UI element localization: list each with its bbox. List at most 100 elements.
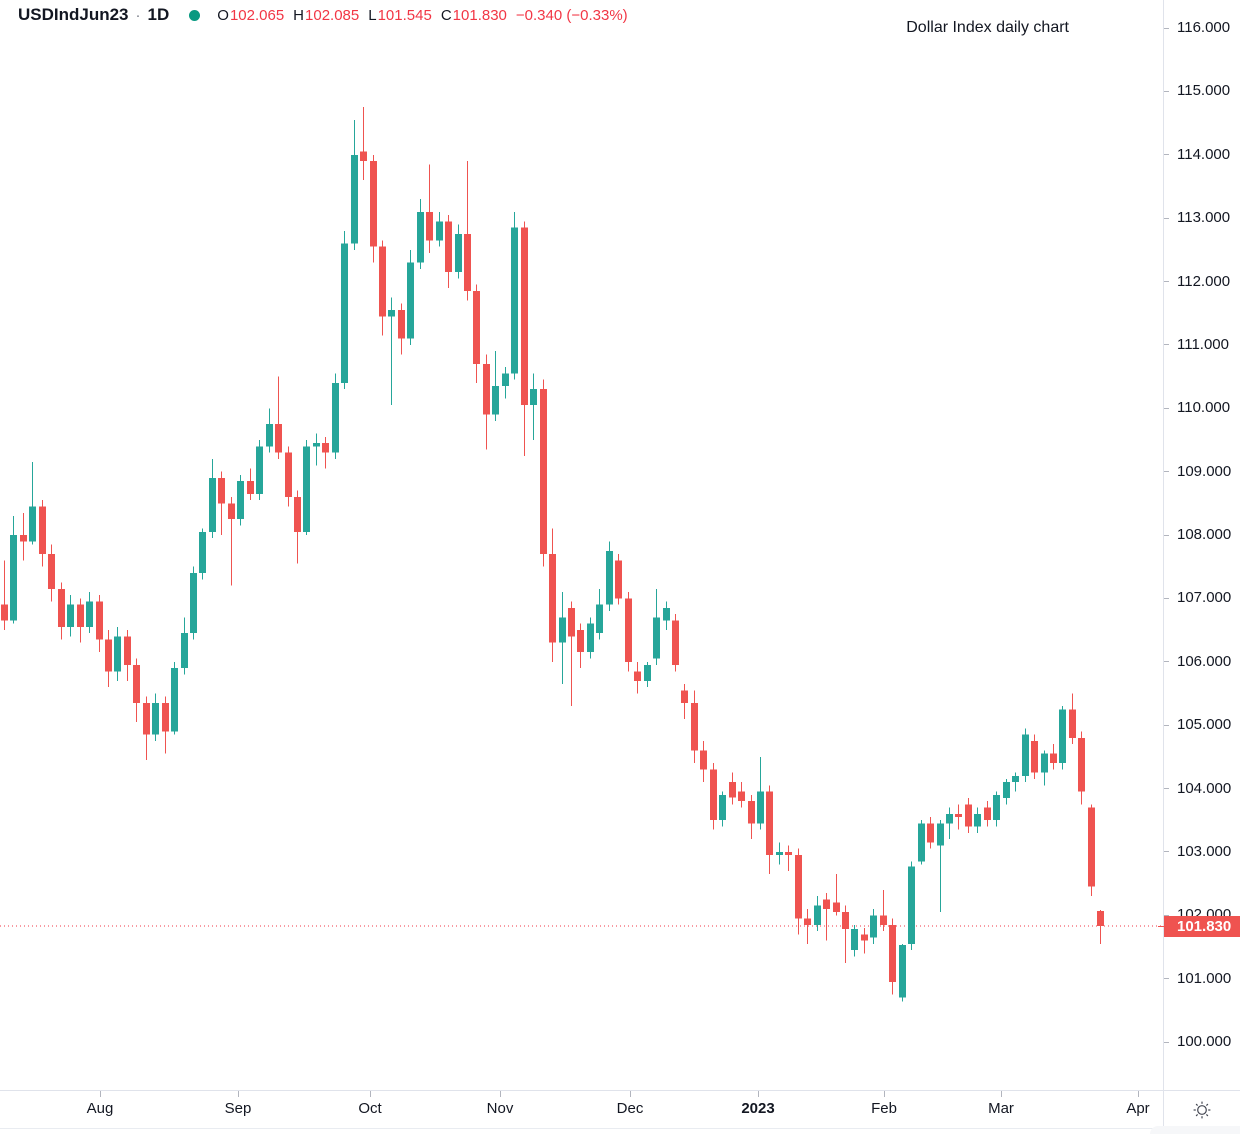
candle-body bbox=[748, 801, 755, 824]
candle-body bbox=[29, 506, 36, 542]
symbol-title[interactable]: USDIndJun23 bbox=[18, 5, 129, 24]
candle-body bbox=[313, 443, 320, 447]
candle-body bbox=[303, 446, 310, 532]
price-tick bbox=[1164, 1041, 1169, 1043]
price-tick bbox=[1164, 154, 1169, 156]
candle-body bbox=[266, 424, 273, 447]
price-axis-label: 109.000 bbox=[1177, 462, 1232, 480]
time-axis-label: 2023 bbox=[741, 1100, 775, 1117]
price-tick bbox=[1164, 914, 1169, 916]
high-value: 102.085 bbox=[305, 6, 360, 24]
candle-body bbox=[171, 668, 178, 732]
time-axis[interactable]: Aug Sep Oct Nov Dec 2023 Feb Mar Apr bbox=[0, 1090, 1163, 1134]
candle-body bbox=[10, 535, 17, 621]
price-tick bbox=[1164, 978, 1169, 980]
candle-body bbox=[67, 604, 74, 627]
candle-body bbox=[162, 702, 169, 732]
time-tick bbox=[1001, 1091, 1002, 1097]
candle-body bbox=[851, 929, 858, 951]
price-tick bbox=[1164, 90, 1169, 92]
price-axis-label: 104.000 bbox=[1177, 779, 1232, 797]
candle-body bbox=[322, 443, 329, 453]
chart-pane[interactable]: USDIndJun23 · 1D O 102.065 H 102.085 L 1… bbox=[0, 0, 1163, 1090]
candle-body bbox=[615, 560, 622, 599]
candle-body bbox=[908, 866, 915, 944]
candle-body bbox=[360, 151, 367, 162]
candlestick-chart[interactable] bbox=[0, 0, 1163, 1090]
price-axis-label: 111.000 bbox=[1177, 335, 1229, 353]
candle-body bbox=[927, 823, 934, 843]
time-axis-label: Mar bbox=[988, 1100, 1014, 1117]
candle-body bbox=[549, 554, 556, 643]
candle-body bbox=[530, 389, 537, 406]
candle-body bbox=[473, 291, 480, 364]
candle-body bbox=[445, 221, 452, 272]
candle-body bbox=[436, 221, 443, 241]
candle-body bbox=[710, 769, 717, 821]
candle-body bbox=[86, 601, 93, 627]
candle-body bbox=[388, 310, 395, 317]
candle-body bbox=[464, 233, 471, 292]
time-tick bbox=[500, 1091, 501, 1097]
time-axis-label: Oct bbox=[358, 1100, 382, 1117]
data-source-dot-icon bbox=[189, 9, 201, 21]
candle-body bbox=[407, 262, 414, 339]
candle-body bbox=[1059, 709, 1066, 764]
price-axis-label: 107.000 bbox=[1177, 589, 1232, 607]
candle-body bbox=[653, 617, 660, 659]
candle-body bbox=[1031, 740, 1038, 773]
candle-body bbox=[1041, 753, 1048, 773]
candle-body bbox=[918, 823, 925, 862]
candle-body bbox=[96, 601, 103, 640]
candle-body bbox=[124, 636, 131, 665]
candle-body bbox=[625, 598, 632, 662]
candle-body bbox=[634, 671, 641, 681]
price-axis[interactable]: 116.000 115.000 114.000 113.000 112.000 111.0… bbox=[1158, 0, 1240, 1090]
candle-body bbox=[540, 389, 547, 555]
candle-body bbox=[719, 794, 726, 821]
time-axis-label: Dec bbox=[616, 1100, 644, 1117]
price-axis-label: 110.000 bbox=[1177, 399, 1231, 417]
price-tick bbox=[1164, 27, 1169, 29]
bottom-divider bbox=[0, 1128, 1240, 1129]
candle-body bbox=[993, 794, 1000, 821]
time-tick bbox=[370, 1091, 371, 1097]
price-axis-label: 116.000 bbox=[1177, 19, 1231, 36]
candle-body bbox=[785, 851, 792, 856]
candle-body bbox=[559, 617, 566, 643]
candle-body bbox=[105, 639, 112, 672]
time-axis-label: Feb bbox=[871, 1100, 897, 1117]
price-tick bbox=[1164, 471, 1169, 473]
price-tick bbox=[1164, 724, 1169, 726]
candle-body bbox=[199, 531, 206, 574]
timeframe-label[interactable]: 1D bbox=[147, 5, 170, 24]
candle-body bbox=[426, 211, 433, 241]
candle-body bbox=[889, 924, 896, 982]
candle-body bbox=[833, 902, 840, 913]
candle-body bbox=[1069, 709, 1076, 738]
price-axis-label: 100.000 bbox=[1177, 1033, 1232, 1050]
candle-body bbox=[256, 446, 263, 494]
price-axis-label: 113.000 bbox=[1177, 209, 1231, 227]
candle-body bbox=[181, 633, 188, 669]
candle-body bbox=[1097, 911, 1104, 927]
price-tick bbox=[1164, 788, 1169, 789]
candle-body bbox=[521, 227, 528, 406]
high-label: H bbox=[293, 6, 305, 24]
price-axis-label: 114.000 bbox=[1177, 145, 1231, 163]
time-axis-label: Nov bbox=[486, 1100, 514, 1117]
price-tick bbox=[1164, 407, 1169, 409]
price-axis-label: 112.000 bbox=[1177, 272, 1231, 290]
candle-body bbox=[20, 535, 27, 542]
candle-body bbox=[870, 915, 877, 938]
ohlc-legend: O 102.065 H 102.085 L 101.545 C 101.830 … bbox=[217, 7, 627, 24]
candle-body bbox=[644, 664, 651, 681]
candle-body bbox=[483, 363, 490, 415]
symbol-legend[interactable]: USDIndJun23 · 1D O 102.065 H 102.085 L 1… bbox=[18, 4, 628, 26]
candle-body bbox=[228, 503, 235, 520]
candle-body bbox=[861, 934, 868, 941]
last-price-tag-text: 101.830 bbox=[1177, 917, 1232, 935]
time-axis-label: Sep bbox=[224, 1100, 252, 1117]
candle-body bbox=[114, 636, 121, 672]
gear-icon[interactable] bbox=[1191, 1099, 1213, 1121]
